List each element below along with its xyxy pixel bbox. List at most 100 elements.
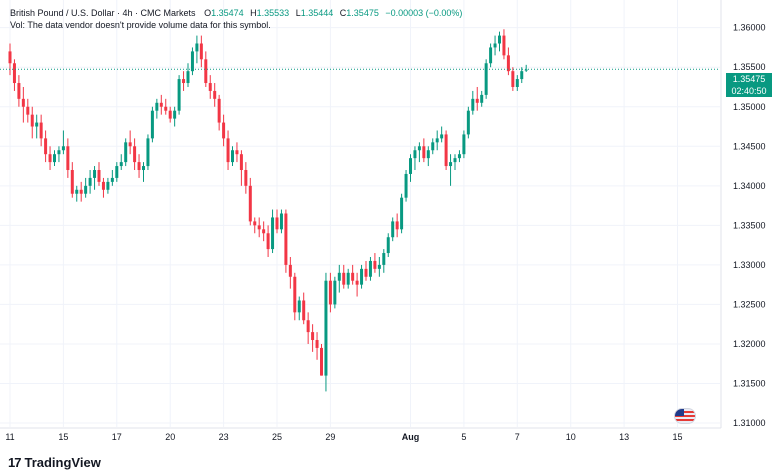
candle (382, 249, 386, 273)
candle (328, 272, 332, 313)
candle-body (101, 181, 105, 190)
candle-body (128, 142, 132, 147)
candle (440, 126, 444, 143)
candle-body (150, 110, 154, 139)
candle (302, 292, 306, 325)
candle (373, 253, 377, 273)
candle-body (53, 154, 56, 163)
candle (39, 114, 43, 147)
candle (355, 272, 359, 297)
x-tick-label: 10 (566, 432, 576, 442)
candle-body (337, 272, 341, 281)
candle (449, 154, 453, 186)
candle (30, 106, 34, 139)
candle-body (106, 181, 110, 190)
candle (524, 64, 528, 72)
candle-body (155, 102, 159, 111)
candle-body (137, 162, 141, 171)
candle (346, 268, 350, 289)
x-tick-label: 13 (619, 432, 629, 442)
time-axis: 11 15 17 20 23 25 29 Aug 5 7 10 13 15 (5, 432, 682, 442)
candle (462, 130, 466, 159)
candle (377, 256, 381, 277)
candle (106, 177, 110, 194)
candle-body (520, 71, 524, 80)
candle (368, 256, 372, 281)
last-price-badge: 1.35475 02:40:50 (726, 73, 772, 97)
candle (61, 130, 65, 155)
candle (186, 63, 190, 87)
legend-change: −0.00003 (−0.00%) (385, 8, 463, 18)
candle-body (257, 225, 261, 230)
candle-body (471, 98, 475, 111)
candle-body (142, 166, 145, 171)
candle (351, 264, 355, 285)
candle-body (12, 63, 16, 84)
us-uk-flag-icon[interactable] (674, 408, 696, 424)
candle (386, 233, 390, 257)
candle-body (391, 221, 395, 238)
candle (413, 146, 417, 171)
candle-body (93, 170, 97, 178)
candle-body (493, 43, 497, 48)
candle (262, 221, 266, 242)
candle-body (498, 35, 501, 44)
candle (222, 114, 226, 147)
y-tick-label: 1.31500 (733, 379, 766, 389)
candle (168, 106, 172, 123)
candle (150, 106, 154, 143)
candle-body (195, 43, 199, 52)
candle (44, 130, 48, 163)
x-tick-label: Aug (402, 432, 420, 442)
candle-body (453, 158, 457, 163)
candle-body (328, 280, 332, 305)
candle (475, 86, 479, 111)
candle (88, 170, 92, 194)
candle (208, 75, 212, 99)
candle (226, 130, 230, 171)
last-price-value: 1.35475 (732, 74, 766, 84)
candle (97, 162, 101, 186)
candle (48, 146, 52, 171)
candle (217, 94, 221, 131)
candle-body (244, 170, 248, 186)
candle (84, 177, 88, 198)
x-tick-label: 20 (165, 432, 175, 442)
candle (466, 106, 470, 139)
candle-body (489, 47, 493, 64)
candle (164, 98, 168, 115)
tradingview-logo[interactable]: 17 TradingView (8, 455, 101, 470)
candle-body (373, 260, 377, 269)
candle (288, 256, 292, 289)
candle-body (271, 217, 275, 250)
candle-body (266, 233, 270, 250)
candle (417, 142, 421, 163)
candle-body (30, 114, 34, 127)
candle-body (457, 154, 461, 159)
candle-body (182, 79, 186, 84)
candle (320, 343, 323, 376)
candle (395, 213, 399, 238)
candle-body (524, 69, 528, 71)
legend-symbol[interactable]: British Pound / U.S. Dollar · 4h · CMC M… (10, 8, 196, 18)
x-tick-label: 23 (219, 432, 229, 442)
candle-body (204, 59, 208, 84)
candle-body (386, 237, 390, 254)
candle (297, 296, 301, 321)
candle-body (186, 71, 190, 84)
candle-body (400, 197, 404, 230)
candle-body (360, 268, 364, 285)
candle-body (168, 110, 172, 119)
candle (426, 146, 430, 167)
candle (306, 312, 310, 344)
legend-open-value: 1.35474 (211, 8, 244, 18)
candle-body (217, 98, 221, 123)
x-tick-label: 15 (58, 432, 68, 442)
candle-body (466, 110, 470, 135)
candle-body (44, 138, 48, 155)
candle (146, 134, 150, 171)
candle-body (110, 177, 114, 182)
candle-body (511, 71, 515, 87)
candle-body (190, 51, 194, 72)
